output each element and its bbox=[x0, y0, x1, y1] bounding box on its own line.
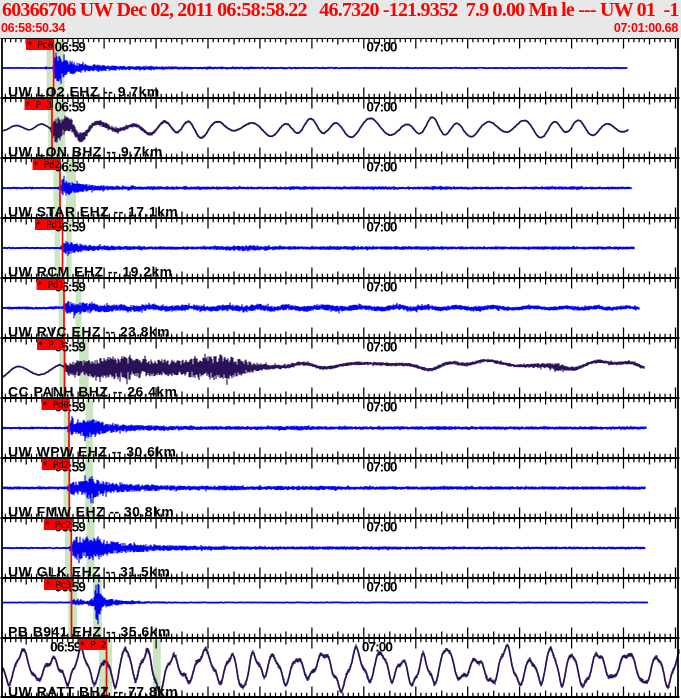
event-summary-line: 60366706 UW Dec 02, 2011 06:58:58.22 46.… bbox=[2, 0, 679, 21]
minute-label: 07:00 bbox=[366, 280, 397, 295]
trace-hf-3 bbox=[1, 175, 632, 196]
time-ticks bbox=[4, 147, 677, 169]
station-label[interactable]: UW RCM EHZ -- 19.2km bbox=[8, 264, 173, 280]
minute-label: 06:59 bbox=[55, 100, 87, 115]
station-label[interactable]: UW LON BHZ -- 9.7km bbox=[8, 144, 163, 160]
time-ticks bbox=[4, 567, 677, 589]
trace-2 bbox=[1, 116, 629, 140]
minute-label: 07:00 bbox=[366, 520, 397, 535]
p-pick-flag[interactable] bbox=[32, 159, 61, 170]
station-label[interactable]: UW LO2 EHZ -- 9.7km bbox=[8, 84, 160, 100]
minute-label: 06:59 bbox=[55, 160, 87, 175]
p-pick-flag[interactable] bbox=[43, 519, 72, 530]
window-end-time: 07:01:00.68 bbox=[613, 21, 678, 35]
time-ticks bbox=[4, 387, 677, 409]
minute-label: 07:00 bbox=[366, 340, 397, 355]
p-pick-flag-label: * Pd1 bbox=[37, 280, 64, 291]
trace-hf-1 bbox=[1, 52, 628, 84]
station-label[interactable]: UW RVC EHZ -- 23.8km bbox=[8, 324, 170, 340]
trace-hf-6 bbox=[1, 353, 645, 385]
minute-label: 06:59 bbox=[55, 40, 87, 55]
p-pick-flag[interactable] bbox=[41, 459, 70, 470]
minute-label: 07:00 bbox=[366, 220, 397, 235]
station-label[interactable]: CC PANH BHZ -- 26.4km bbox=[8, 384, 177, 400]
p-pick-flag-label: * Pc2 bbox=[44, 520, 71, 531]
pick-window-band bbox=[99, 639, 112, 698]
p-pick-flag[interactable] bbox=[41, 399, 70, 410]
time-ticks bbox=[4, 39, 677, 49]
time-ticks bbox=[4, 87, 677, 109]
p-pick-flag-label: * P 3 bbox=[37, 340, 64, 351]
minute-label: 07:00 bbox=[366, 400, 397, 415]
time-ticks bbox=[4, 267, 677, 289]
p-pick-flag-label: * Pd0 bbox=[42, 400, 69, 411]
trace-hf-5 bbox=[1, 301, 640, 319]
p-pick-flag[interactable] bbox=[26, 39, 54, 50]
p-pick-flag[interactable] bbox=[36, 279, 65, 290]
p-pick-flag-label: * Pd2 bbox=[42, 460, 69, 471]
minute-label: 07:00 bbox=[366, 40, 397, 55]
pick-window-band bbox=[152, 639, 161, 698]
station-label[interactable]: UW WPW EHZ -- 30.6km bbox=[8, 444, 176, 460]
station-label[interactable]: UW FMW EHZ -- 30.8km bbox=[8, 504, 174, 520]
time-ticks bbox=[4, 686, 677, 696]
p-pick-flag-label: * Pc0 bbox=[26, 40, 53, 51]
p-pick-flag[interactable] bbox=[79, 639, 107, 650]
station-label[interactable]: UW STAR EHZ -- 17.1km bbox=[8, 204, 178, 220]
trace-hf-2 bbox=[50, 115, 629, 143]
time-ticks bbox=[4, 627, 677, 649]
p-pick-flag[interactable] bbox=[35, 219, 63, 230]
time-ticks bbox=[4, 207, 677, 229]
window-start-time: 06:58:50.34 bbox=[1, 21, 66, 35]
minute-label: 07:00 bbox=[366, 100, 397, 115]
minute-label: 06:59 bbox=[55, 220, 87, 235]
minute-label: 07:00 bbox=[366, 580, 397, 595]
minute-label: 07:00 bbox=[366, 160, 397, 175]
p-pick-flag[interactable] bbox=[37, 339, 65, 350]
trace-hf-7 bbox=[1, 416, 647, 442]
p-pick-flag[interactable] bbox=[24, 99, 53, 110]
time-ticks bbox=[4, 327, 677, 349]
p-pick-flag-label: * Pc3 bbox=[44, 580, 71, 591]
p-pick-flag-label: * Pd2 bbox=[33, 160, 60, 171]
station-label[interactable]: PB B941 EHZ -- 35.6km bbox=[8, 624, 171, 640]
p-pick-flag-label: * P 3 bbox=[25, 100, 52, 111]
header-bar: 60366706 UW Dec 02, 2011 06:58:58.22 46.… bbox=[0, 0, 681, 38]
trace-hf-10 bbox=[70, 583, 217, 625]
time-ticks bbox=[4, 447, 677, 469]
minute-label: 07:00 bbox=[362, 640, 393, 655]
minute-label: 07:00 bbox=[366, 460, 397, 475]
station-label[interactable]: UW GLK EHZ -- 31.5km bbox=[8, 564, 170, 580]
station-label[interactable]: UW RATT BHZ -- 77.8km bbox=[8, 684, 178, 698]
time-ticks bbox=[4, 507, 677, 529]
p-pick-flag[interactable] bbox=[44, 579, 72, 590]
p-pick-flag-label: * P 2 bbox=[79, 640, 106, 651]
pick-window-band bbox=[68, 579, 77, 638]
minute-label: 06:59 bbox=[50, 640, 82, 655]
trace-hf-9 bbox=[1, 536, 646, 564]
trace-hf-4 bbox=[1, 241, 635, 256]
pick-window-band bbox=[59, 339, 65, 398]
p-pick-flag-label: * Pd1 bbox=[35, 220, 62, 231]
